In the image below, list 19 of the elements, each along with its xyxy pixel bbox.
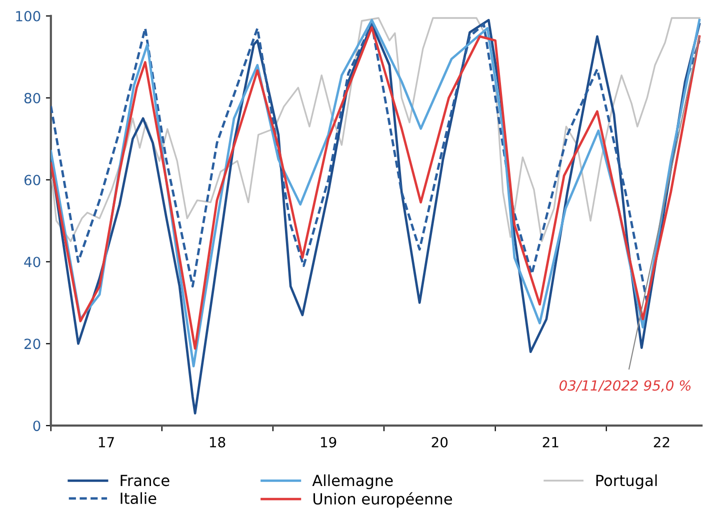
x-tick-label: 21: [542, 436, 558, 448]
annotation: 03/11/2022 95,0 %: [559, 380, 691, 392]
line-series: [51, 17, 700, 242]
x-tick-label: 20: [432, 436, 448, 448]
y-tick-label: 100: [16, 10, 40, 22]
x-tick-label: 22: [654, 436, 670, 448]
x-tick-label: 19: [321, 436, 336, 448]
x-tick-label: 18: [210, 436, 226, 448]
y-tick-label: 80: [24, 92, 40, 104]
y-tick-label: 20: [24, 338, 40, 350]
y-tick-label: 60: [24, 174, 40, 186]
legend-label: Allemagne: [312, 474, 393, 490]
x-tick-label: 17: [98, 437, 114, 448]
y-tick-label: 40: [24, 256, 40, 268]
y-tick-label: 0: [33, 420, 40, 432]
legend-label: Italie: [120, 492, 156, 504]
legend-label: Portugal: [596, 474, 657, 490]
legend-label: France: [120, 474, 170, 486]
legend-label: Union européenne: [313, 492, 452, 508]
